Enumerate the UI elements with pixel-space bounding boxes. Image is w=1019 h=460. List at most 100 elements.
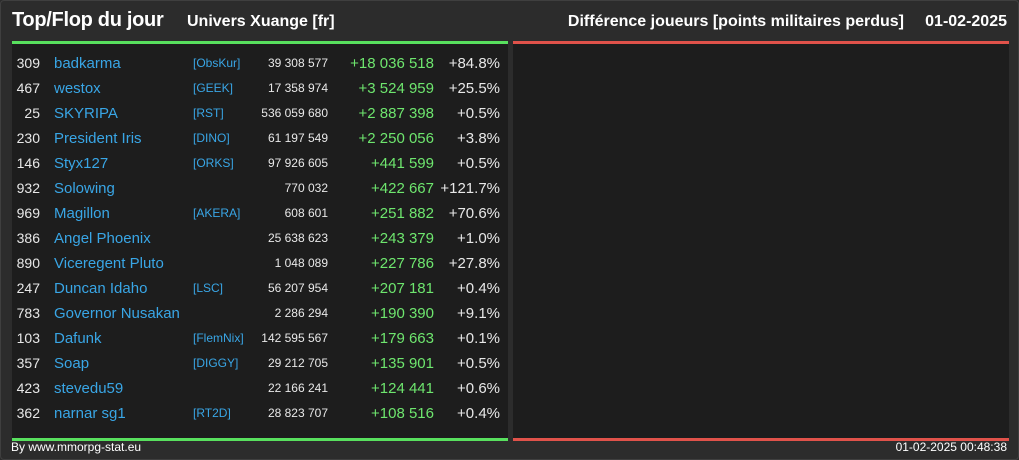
player-name-link[interactable]: badkarma [54, 55, 121, 72]
alliance-tag-link[interactable]: [DIGGY] [193, 356, 239, 370]
universe-label: Univers Xuange [fr] [187, 13, 335, 30]
player-name-link[interactable]: President Iris [54, 130, 142, 147]
player-points: 142 595 567 [261, 331, 328, 345]
player-points: 1 048 089 [274, 256, 328, 270]
footer-timestamp: 01-02-2025 00:48:38 [895, 440, 1007, 454]
points-difference: +207 181 [371, 280, 434, 297]
points-difference: +441 599 [371, 155, 434, 172]
player-name-link[interactable]: Dafunk [54, 330, 102, 347]
points-difference: +108 516 [371, 405, 434, 422]
points-difference: +251 882 [371, 205, 434, 222]
points-difference: +2 887 398 [358, 105, 435, 122]
flop-panel [513, 41, 1009, 441]
percent-change: +0.6% [457, 380, 500, 397]
alliance-tag-link[interactable]: [ORKS] [193, 156, 234, 170]
player-points: 25 638 623 [267, 231, 328, 245]
player-name-link[interactable]: Soap [54, 355, 90, 372]
table-row: 423 stevedu59 22 166 241 +124 441 +0.6% [12, 376, 508, 401]
player-rank: 783 [16, 305, 40, 321]
table-row: 783 Governor Nusakan 2 286 294 +190 390 +9.1… [12, 301, 508, 326]
table-row: 146 Styx127 [ORKS] 97 926 605 +441 599 +0.5% [12, 151, 508, 176]
player-rank: 890 [16, 255, 40, 271]
player-points: 61 197 549 [267, 131, 328, 145]
points-difference: +124 441 [371, 380, 434, 397]
player-name-link[interactable]: narnar sg1 [54, 405, 126, 422]
top-panel: 309 badkarma [ObsKur] 39 308 577 +18 036 518… [12, 41, 508, 441]
player-name-link[interactable]: Governor Nusakan [54, 305, 180, 322]
player-name-link[interactable]: westox [54, 80, 101, 97]
percent-change: +70.6% [448, 205, 500, 222]
player-points: 2 286 294 [274, 306, 328, 320]
top-player-list: 309 badkarma [ObsKur] 39 308 577 +18 036 518… [12, 51, 508, 426]
percent-change: +1.0% [457, 230, 500, 247]
player-rank: 103 [16, 330, 40, 346]
points-difference: +179 663 [371, 330, 434, 347]
player-rank: 386 [16, 230, 40, 246]
alliance-tag-link[interactable]: [LSC] [193, 281, 224, 295]
footer-credit: By www.mmorpg-stat.eu [11, 440, 142, 454]
alliance-tag-link[interactable]: [GEEK] [193, 81, 234, 95]
percent-change: +27.8% [448, 255, 500, 272]
player-name-link[interactable]: Solowing [54, 180, 115, 197]
player-name-link[interactable]: Duncan Idaho [54, 280, 148, 297]
points-difference: +3 524 959 [358, 80, 435, 97]
points-difference: +18 036 518 [350, 55, 434, 72]
points-difference: +422 667 [371, 180, 434, 197]
table-row: 357 Soap [DIGGY] 29 212 705 +135 901 +0.5% [12, 351, 508, 376]
percent-change: +0.1% [457, 330, 500, 347]
alliance-tag-link[interactable]: [FlemNix] [193, 331, 244, 345]
table-row: 362 narnar sg1 [RT2D] 28 823 707 +108 516 +0.… [12, 401, 508, 426]
player-points: 536 059 680 [261, 106, 328, 120]
table-row: 247 Duncan Idaho [LSC] 56 207 954 +207 181 +0… [12, 276, 508, 301]
player-rank: 146 [16, 155, 40, 171]
player-rank: 467 [16, 80, 40, 96]
player-rank: 969 [16, 205, 40, 221]
percent-change: +0.5% [457, 105, 500, 122]
player-points: 770 032 [284, 181, 328, 195]
table-row: 969 Magillon [AKERA] 608 601 +251 882 +70.6% [12, 201, 508, 226]
percent-change: +121.7% [440, 180, 500, 197]
alliance-tag-link[interactable]: [AKERA] [193, 206, 241, 220]
metric-label: Différence joueurs [points militaires pe… [567, 13, 904, 30]
player-points: 17 358 974 [267, 81, 328, 95]
percent-change: +0.5% [457, 355, 500, 372]
player-name-link[interactable]: Styx127 [54, 155, 109, 172]
alliance-tag-link[interactable]: [DINO] [193, 131, 230, 145]
points-difference: +135 901 [371, 355, 434, 372]
player-points: 22 166 241 [267, 381, 328, 395]
report-date: 01-02-2025 [925, 13, 1007, 30]
table-row: 932 Solowing 770 032 +422 667 +121.7% [12, 176, 508, 201]
percent-change: +3.8% [457, 130, 500, 147]
player-rank: 423 [16, 380, 40, 396]
player-rank: 932 [16, 180, 40, 196]
player-points: 608 601 [284, 206, 328, 220]
table-row: 386 Angel Phoenix 25 638 623 +243 379 +1.0% [12, 226, 508, 251]
table-row: 25 SKYRIPA [RST] 536 059 680 +2 887 398 +0.5% [12, 101, 508, 126]
player-rank: 362 [16, 405, 40, 421]
player-rank: 309 [16, 55, 40, 71]
player-name-link[interactable]: Magillon [54, 205, 110, 222]
percent-change: +0.4% [457, 280, 500, 297]
table-row: 467 westox [GEEK] 17 358 974 +3 524 959 +25.5… [12, 76, 508, 101]
percent-change: +84.8% [448, 55, 500, 72]
percent-change: +9.1% [457, 305, 500, 322]
player-rank: 230 [16, 130, 40, 146]
alliance-tag-link[interactable]: [RT2D] [193, 406, 231, 420]
player-name-link[interactable]: SKYRIPA [54, 105, 118, 122]
player-rank: 247 [16, 280, 40, 296]
player-name-link[interactable]: stevedu59 [54, 380, 124, 397]
alliance-tag-link[interactable]: [ObsKur] [193, 56, 241, 70]
percent-change: +0.5% [457, 155, 500, 172]
percent-change: +0.4% [457, 405, 500, 422]
player-name-link[interactable]: Angel Phoenix [54, 230, 151, 247]
player-rank: 357 [16, 355, 40, 371]
table-row: 309 badkarma [ObsKur] 39 308 577 +18 036 518… [12, 51, 508, 76]
percent-change: +25.5% [448, 80, 500, 97]
player-points: 97 926 605 [267, 156, 328, 170]
player-points: 39 308 577 [267, 56, 328, 70]
player-points: 56 207 954 [267, 281, 328, 295]
alliance-tag-link[interactable]: [RST] [193, 106, 224, 120]
points-difference: +243 379 [371, 230, 434, 247]
player-points: 28 823 707 [267, 406, 328, 420]
player-name-link[interactable]: Viceregent Pluto [54, 255, 164, 272]
